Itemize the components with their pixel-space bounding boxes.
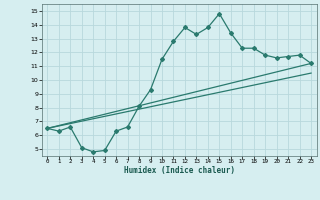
X-axis label: Humidex (Indice chaleur): Humidex (Indice chaleur) [124,166,235,175]
